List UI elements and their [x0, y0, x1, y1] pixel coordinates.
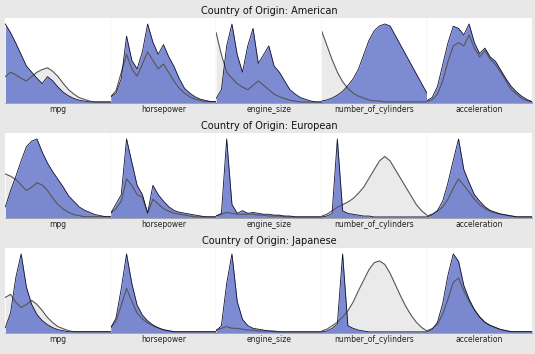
X-axis label: number_of_cylinders: number_of_cylinders: [334, 105, 414, 114]
Title: Country of Origin: American: Country of Origin: American: [201, 6, 337, 16]
X-axis label: mpg: mpg: [49, 220, 67, 229]
X-axis label: engine_size: engine_size: [246, 220, 292, 229]
X-axis label: acceleration: acceleration: [456, 220, 503, 229]
X-axis label: mpg: mpg: [49, 335, 67, 344]
X-axis label: horsepower: horsepower: [141, 105, 186, 114]
Title: Country of Origin: European: Country of Origin: European: [201, 121, 337, 131]
X-axis label: mpg: mpg: [49, 105, 67, 114]
X-axis label: number_of_cylinders: number_of_cylinders: [334, 335, 414, 344]
X-axis label: engine_size: engine_size: [246, 105, 292, 114]
Title: Country of Origin: Japanese: Country of Origin: Japanese: [202, 236, 336, 246]
X-axis label: horsepower: horsepower: [141, 220, 186, 229]
X-axis label: engine_size: engine_size: [246, 335, 292, 344]
X-axis label: number_of_cylinders: number_of_cylinders: [334, 220, 414, 229]
X-axis label: acceleration: acceleration: [456, 335, 503, 344]
X-axis label: horsepower: horsepower: [141, 335, 186, 344]
X-axis label: acceleration: acceleration: [456, 105, 503, 114]
